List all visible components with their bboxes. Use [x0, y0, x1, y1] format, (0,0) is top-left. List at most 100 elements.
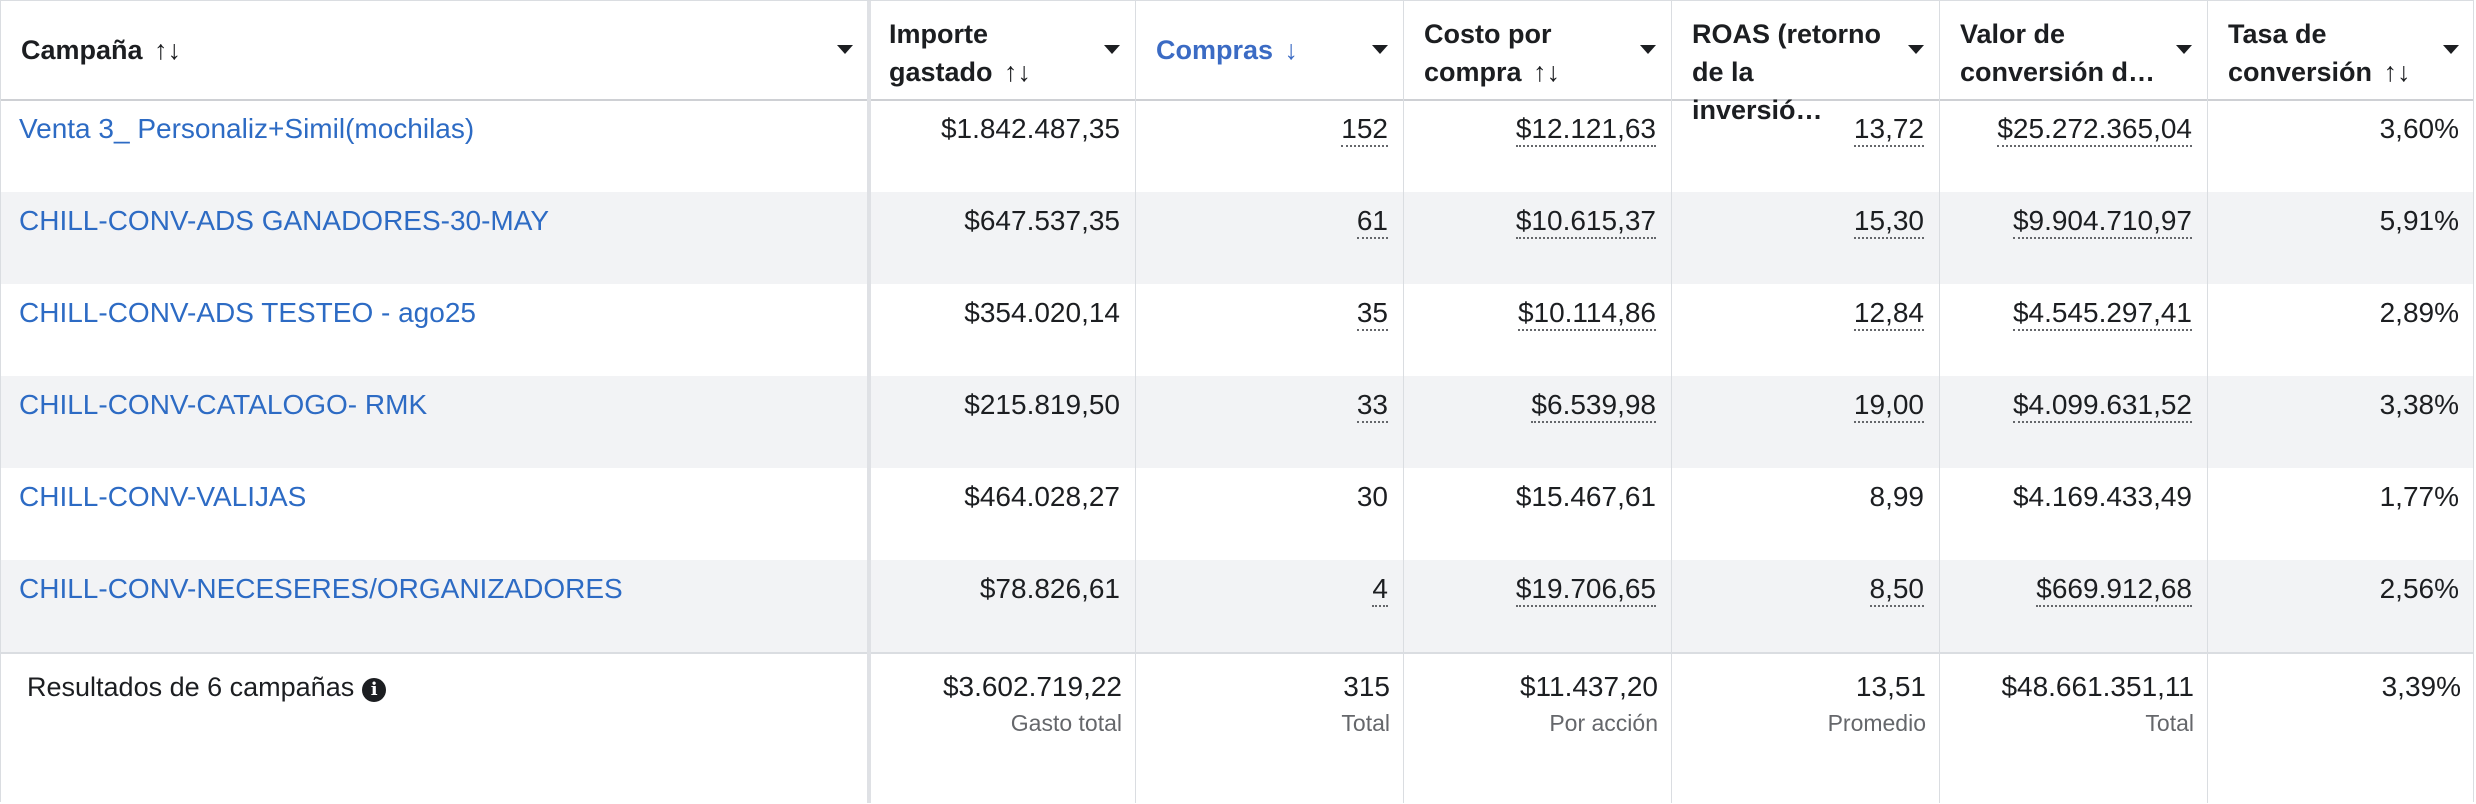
- spend-value: $647.537,35: [964, 205, 1120, 236]
- conversion-value[interactable]: $4.545.297,41: [2012, 297, 2192, 331]
- conversion-rate-value: 2,89%: [2379, 297, 2459, 328]
- column-header-label: Tasa de conversión: [2228, 19, 2373, 87]
- cost-per-purchase-value: $15.467,61: [1515, 481, 1656, 512]
- dropdown-caret-icon[interactable]: [2176, 45, 2192, 54]
- conversion-value: $4.169.433,49: [2012, 481, 2192, 512]
- column-header-label: Valor de conversión d…: [1960, 19, 2156, 87]
- column-header-conversion-value[interactable]: Valor de conversión d…: [1940, 1, 2208, 99]
- total-conversion-rate: 3,39%: [2381, 671, 2461, 702]
- total-roas-cell: 13,51 Promedio: [1672, 654, 1940, 738]
- campaign-name-link[interactable]: CHILL-CONV-ADS TESTEO - ago25: [19, 297, 476, 328]
- table-row: CHILL-CONV-ADS TESTEO - ago25 $354.020,1…: [1, 284, 2473, 376]
- conversion-value[interactable]: $4.099.631,52: [2012, 389, 2192, 423]
- conversion-rate-value: 3,60%: [2379, 113, 2459, 144]
- conversion-value[interactable]: $9.904.710,97: [2012, 205, 2192, 239]
- roas-value[interactable]: 15,30: [1853, 205, 1924, 239]
- column-header-campaign[interactable]: Campaña ↑↓: [1, 1, 869, 99]
- column-header-label: Compras: [1156, 35, 1274, 65]
- conversion-rate-value: 3,38%: [2379, 389, 2459, 420]
- roas-value[interactable]: 8,50: [1869, 573, 1924, 607]
- column-divider[interactable]: [1671, 1, 1672, 803]
- spend-value: $215.819,50: [964, 389, 1120, 420]
- column-divider[interactable]: [867, 1, 871, 803]
- column-header-conversion-rate[interactable]: Tasa de conversión ↑↓: [2208, 1, 2475, 99]
- purchases-value[interactable]: 61: [1356, 205, 1388, 239]
- campaign-name-link[interactable]: CHILL-CONV-VALIJAS: [19, 481, 307, 512]
- conversion-value[interactable]: $25.272.365,04: [1997, 113, 2192, 147]
- roas-value[interactable]: 13,72: [1853, 113, 1924, 147]
- cost-per-purchase-value[interactable]: $19.706,65: [1515, 573, 1656, 607]
- total-cost-value: $11.437,20: [1519, 671, 1658, 702]
- sort-icon[interactable]: ↑↓: [1004, 57, 1032, 87]
- spend-value: $1.842.487,35: [940, 113, 1120, 144]
- column-header-purchases[interactable]: Compras ↓: [1136, 1, 1404, 99]
- info-icon[interactable]: i: [362, 678, 387, 702]
- column-divider[interactable]: [1403, 1, 1404, 803]
- cost-per-purchase-value[interactable]: $12.121,63: [1515, 113, 1656, 147]
- campaign-name-link[interactable]: CHILL-CONV-CATALOGO- RMK: [19, 389, 428, 420]
- conversion-rate-value: 1,77%: [2379, 481, 2459, 512]
- total-cost-caption: Por acción: [1549, 710, 1658, 736]
- roas-value: 8,99: [1869, 481, 1925, 512]
- column-divider[interactable]: [1939, 1, 1940, 803]
- table-row: CHILL-CONV-VALIJAS $464.028,27 30 $15.46…: [1, 468, 2473, 560]
- campaign-name-link[interactable]: CHILL-CONV-NECESERES/ORGANIZADORES: [19, 573, 623, 604]
- sort-icon[interactable]: ↑↓: [2383, 57, 2411, 87]
- dropdown-caret-icon[interactable]: [1372, 45, 1388, 54]
- column-divider[interactable]: [1135, 1, 1136, 803]
- column-divider[interactable]: [2207, 1, 2208, 803]
- purchases-value[interactable]: 35: [1356, 297, 1388, 331]
- spend-value: $78.826,61: [979, 573, 1120, 604]
- table-row: Venta 3_ Personaliz+Simil(mochilas) $1.8…: [1, 100, 2473, 192]
- total-cost-cell: $11.437,20 Por acción: [1404, 654, 1672, 738]
- table-row: CHILL-CONV-NECESERES/ORGANIZADORES $78.8…: [1, 560, 2473, 652]
- total-purchases-value: 315: [1343, 671, 1390, 702]
- conversion-value[interactable]: $669.912,68: [2036, 573, 2192, 607]
- dropdown-caret-icon[interactable]: [837, 45, 853, 54]
- campaign-name-link[interactable]: Venta 3_ Personaliz+Simil(mochilas): [19, 113, 475, 144]
- cost-per-purchase-value[interactable]: $6.539,98: [1531, 389, 1656, 423]
- spend-value: $464.028,27: [964, 481, 1120, 512]
- purchases-value[interactable]: 4: [1372, 573, 1388, 607]
- column-header-spend[interactable]: Importe gastado ↑↓: [869, 1, 1136, 99]
- table-row: CHILL-CONV-CATALOGO- RMK $215.819,50 33 …: [1, 376, 2473, 468]
- conversion-rate-value: 5,91%: [2379, 205, 2459, 236]
- total-spend-cell: $3.602.719,22 Gasto total: [869, 654, 1136, 738]
- total-purchases-cell: 315 Total: [1136, 654, 1404, 738]
- column-header-label: ROAS (retorno de la inversió…: [1692, 19, 1881, 125]
- total-roas-caption: Promedio: [1827, 710, 1926, 736]
- sort-desc-icon[interactable]: ↓: [1284, 35, 1299, 65]
- roas-value[interactable]: 12,84: [1853, 297, 1924, 331]
- column-header-label: Importe gastado: [889, 19, 993, 87]
- total-rate-cell: 3,39%: [2208, 654, 2475, 704]
- cost-per-purchase-value[interactable]: $10.114,86: [1517, 297, 1656, 331]
- total-spend-caption: Gasto total: [1010, 710, 1122, 736]
- dropdown-caret-icon[interactable]: [1908, 45, 1924, 54]
- table-header: Campaña ↑↓ Importe gastado ↑↓ Compras ↓ …: [1, 1, 2475, 125]
- dropdown-caret-icon[interactable]: [1640, 45, 1656, 54]
- dropdown-caret-icon[interactable]: [2443, 45, 2459, 54]
- purchases-value: 30: [1356, 481, 1388, 512]
- cost-per-purchase-value[interactable]: $10.615,37: [1515, 205, 1656, 239]
- table-row: CHILL-CONV-ADS GANADORES-30-MAY $647.537…: [1, 192, 2473, 284]
- total-purchases-caption: Total: [1341, 710, 1390, 736]
- results-count-text: Resultados de 6 campañas: [27, 672, 355, 702]
- spend-value: $354.020,14: [964, 297, 1120, 328]
- total-value-cell: $48.661.351,11 Total: [1940, 654, 2208, 738]
- total-roas-value: 13,51: [1855, 671, 1926, 702]
- sort-icon[interactable]: ↑↓: [1533, 57, 1561, 87]
- total-conversion-value: $48.661.351,11: [2001, 671, 2194, 702]
- roas-value[interactable]: 19,00: [1853, 389, 1924, 423]
- purchases-value[interactable]: 152: [1341, 113, 1388, 147]
- results-summary-label: Resultados de 6 campañas i: [27, 670, 387, 704]
- column-header-cost-per-purchase[interactable]: Costo por compra ↑↓: [1404, 1, 1672, 99]
- conversion-rate-value: 2,56%: [2379, 573, 2459, 604]
- sort-icon[interactable]: ↑↓: [154, 35, 182, 65]
- dropdown-caret-icon[interactable]: [1104, 45, 1120, 54]
- results-summary-row: Resultados de 6 campañas i $3.602.719,22 …: [1, 652, 2473, 804]
- column-header-roas[interactable]: ROAS (retorno de la inversió…: [1672, 1, 1940, 125]
- total-spend-value: $3.602.719,22: [942, 671, 1122, 702]
- column-header-label: Campaña: [21, 35, 143, 65]
- purchases-value[interactable]: 33: [1356, 389, 1388, 423]
- campaign-name-link[interactable]: CHILL-CONV-ADS GANADORES-30-MAY: [19, 205, 550, 236]
